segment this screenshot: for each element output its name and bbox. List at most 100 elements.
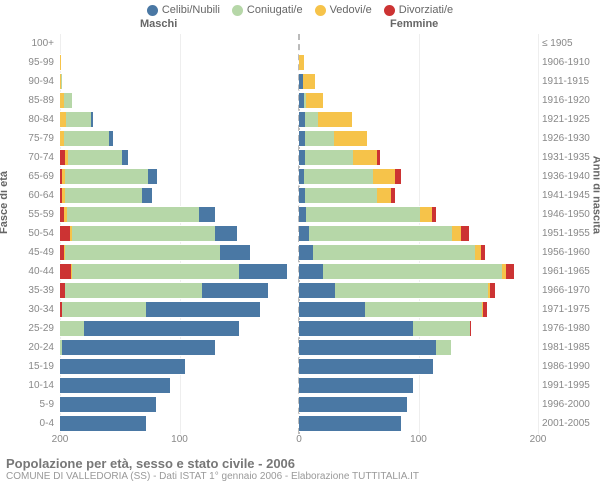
birth-year-label: 1921-1925 bbox=[542, 110, 600, 129]
segment-divorced bbox=[60, 225, 70, 242]
segment-married bbox=[66, 111, 91, 128]
segment-married bbox=[305, 130, 334, 147]
single-swatch bbox=[147, 5, 158, 16]
bar-area bbox=[60, 149, 538, 166]
female-bar bbox=[299, 377, 538, 394]
age-label: 50-54 bbox=[0, 224, 54, 243]
age-label: 20-24 bbox=[0, 338, 54, 357]
female-bar bbox=[299, 396, 538, 413]
segment-divorced bbox=[377, 149, 381, 166]
x-axis: 2001000100200 bbox=[0, 434, 600, 452]
segment-single bbox=[62, 339, 215, 356]
bar-area bbox=[60, 73, 538, 90]
female-bar bbox=[299, 111, 538, 128]
age-label: 0-4 bbox=[0, 414, 54, 433]
segment-married bbox=[67, 206, 198, 223]
legend-label: Vedovi/e bbox=[330, 4, 372, 16]
segment-single bbox=[299, 339, 436, 356]
segment-divorced bbox=[395, 168, 401, 185]
segment-divorced bbox=[60, 263, 71, 280]
segment-single bbox=[299, 358, 433, 375]
segment-divorced bbox=[483, 301, 487, 318]
bar-area bbox=[60, 206, 538, 223]
male-bar bbox=[60, 35, 299, 52]
segment-married bbox=[72, 263, 239, 280]
birth-year-label: 1916-1920 bbox=[542, 91, 600, 110]
age-label: 55-59 bbox=[0, 205, 54, 224]
bar-area bbox=[60, 339, 538, 356]
legend-label: Coniugati/e bbox=[247, 4, 303, 16]
segment-married bbox=[305, 111, 318, 128]
widowed-swatch bbox=[315, 5, 326, 16]
age-label: 10-14 bbox=[0, 376, 54, 395]
segment-divorced bbox=[461, 225, 468, 242]
segment-married bbox=[62, 301, 146, 318]
male-bar bbox=[60, 320, 299, 337]
bar-area bbox=[60, 396, 538, 413]
pyramid-row: 20-24 1981-1985 bbox=[0, 338, 600, 357]
x-tick: 200 bbox=[530, 434, 547, 445]
male-bar bbox=[60, 168, 299, 185]
segment-married bbox=[313, 244, 474, 261]
female-bar bbox=[299, 415, 538, 432]
male-bar bbox=[60, 54, 299, 71]
segment-single bbox=[299, 244, 313, 261]
age-label: 100+ bbox=[0, 34, 54, 53]
pyramid-row: 95-991906-1910 bbox=[0, 53, 600, 72]
birth-year-label: 1926-1930 bbox=[542, 129, 600, 148]
birth-year-label: 1991-1995 bbox=[542, 376, 600, 395]
segment-single bbox=[239, 263, 287, 280]
segment-divorced bbox=[391, 187, 395, 204]
birth-year-label: 1971-1975 bbox=[542, 300, 600, 319]
age-label: 60-64 bbox=[0, 186, 54, 205]
pyramid-row: 15-191986-1990 bbox=[0, 357, 600, 376]
age-label: 35-39 bbox=[0, 281, 54, 300]
female-bar bbox=[299, 73, 538, 90]
female-bar bbox=[299, 339, 538, 356]
birth-year-label: 1981-1985 bbox=[542, 338, 600, 357]
pyramid-row: 30-341971-1975 bbox=[0, 300, 600, 319]
segment-single bbox=[146, 301, 260, 318]
female-bar bbox=[299, 358, 538, 375]
male-bar bbox=[60, 339, 299, 356]
female-bar bbox=[299, 244, 538, 261]
segment-married bbox=[436, 339, 450, 356]
birth-year-label: 1911-1915 bbox=[542, 72, 600, 91]
segment-divorced bbox=[481, 244, 486, 261]
pyramid-row: 40-441961-1965 bbox=[0, 262, 600, 281]
segment-divorced bbox=[470, 320, 471, 337]
caption: Popolazione per età, sesso e stato civil… bbox=[0, 452, 600, 482]
segment-divorced bbox=[490, 282, 495, 299]
segment-single bbox=[202, 282, 268, 299]
segment-divorced bbox=[506, 263, 514, 280]
segment-married bbox=[65, 168, 149, 185]
column-headers: Maschi Femmine bbox=[0, 18, 600, 34]
age-label: 45-49 bbox=[0, 243, 54, 262]
segment-single bbox=[142, 187, 152, 204]
segment-married bbox=[335, 282, 488, 299]
segment-widowed bbox=[318, 111, 351, 128]
male-header: Maschi bbox=[140, 18, 177, 30]
birth-year-label: 1941-1945 bbox=[542, 186, 600, 205]
bar-area bbox=[60, 377, 538, 394]
female-bar bbox=[299, 187, 538, 204]
male-bar bbox=[60, 377, 299, 394]
female-bar bbox=[299, 35, 538, 52]
bar-area bbox=[60, 282, 538, 299]
age-label: 65-69 bbox=[0, 167, 54, 186]
segment-single bbox=[148, 168, 156, 185]
chart-container: Celibi/NubiliConiugati/eVedovi/eDivorzia… bbox=[0, 0, 600, 500]
segment-single bbox=[84, 320, 239, 337]
segment-widowed bbox=[299, 54, 304, 71]
pyramid-row: 25-291976-1980 bbox=[0, 319, 600, 338]
legend-item-widowed: Vedovi/e bbox=[315, 4, 372, 16]
age-label: 15-19 bbox=[0, 357, 54, 376]
segment-married bbox=[413, 320, 470, 337]
segment-single bbox=[299, 263, 323, 280]
segment-widowed bbox=[373, 168, 395, 185]
male-bar bbox=[60, 301, 299, 318]
segment-widowed bbox=[334, 130, 367, 147]
birth-year-label: 1906-1910 bbox=[542, 53, 600, 72]
legend-item-married: Coniugati/e bbox=[232, 4, 303, 16]
plot-area: Fasce di età Anni di nascita 100+≤ 19059… bbox=[0, 34, 600, 434]
